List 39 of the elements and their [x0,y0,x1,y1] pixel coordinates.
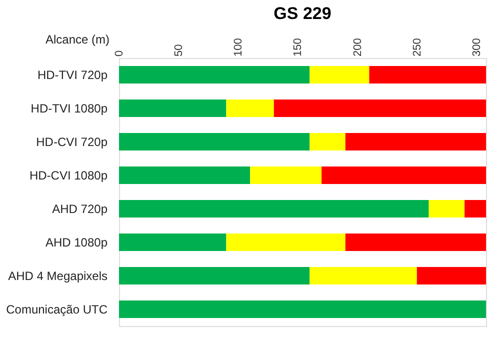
y-tick-label: AHD 1080p [45,235,108,250]
x-tick-label: 150 [292,38,304,56]
bar [464,200,486,218]
bar [274,100,486,117]
bar [226,100,274,117]
y-tick-label: AHD 4 Megapixels [8,268,108,283]
bar [119,300,486,318]
bar [345,234,486,251]
bar [250,166,322,184]
bar [322,166,486,184]
x-axis-title: Alcance (m) [45,32,110,46]
bar [310,66,370,84]
y-tick-label: HD-CVI 1080p [29,168,108,182]
x-tick-label: 0 [114,50,126,56]
x-tick-label: 250 [411,38,424,56]
bar [119,267,310,284]
bar [310,267,417,284]
x-tick-label: 100 [232,38,245,56]
y-tick-label: HD-TVI 720p [37,68,108,82]
bar [310,133,346,150]
bar [119,100,226,117]
y-tick-label: Comunicação UTC [6,302,108,316]
bar [119,234,226,251]
bar [119,166,250,184]
chart-title: GS 229 [274,4,332,23]
bar [428,200,465,218]
bar [226,234,346,251]
y-tick-label: HD-TVI 1080p [30,101,108,116]
bar [119,200,429,218]
y-tick-label: AHD 720p [52,202,108,216]
x-tick-label: 200 [352,38,364,56]
bar [119,66,310,84]
bar [416,267,486,284]
bar [345,133,486,150]
bar [369,66,486,84]
x-tick-label: 50 [173,44,186,56]
x-tick-label: 300 [470,38,483,56]
y-tick-label: HD-CVI 720p [36,134,108,149]
bar [119,133,310,150]
